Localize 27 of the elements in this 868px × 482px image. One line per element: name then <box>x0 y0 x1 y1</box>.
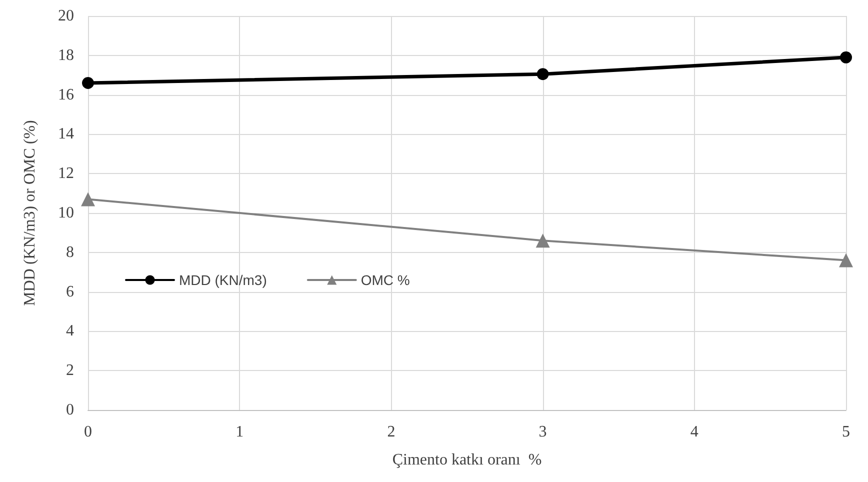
point <box>82 76 94 89</box>
y-tick-label: 16 <box>58 86 74 104</box>
legend-label: OMC % <box>360 272 410 288</box>
y-tick-label: 0 <box>66 402 74 418</box>
y-tick-label: 8 <box>66 244 74 261</box>
point <box>840 51 852 64</box>
x-tick-label: 0 <box>84 424 92 440</box>
point <box>839 253 853 268</box>
x-tick-label: 2 <box>387 424 396 440</box>
y-tick-label: 12 <box>58 165 74 182</box>
y-axis-title: MDD (KN/m3) or OMC (%) <box>22 120 38 306</box>
y-tick-label: 4 <box>66 322 74 340</box>
point <box>536 234 550 248</box>
y-tick-label: 2 <box>66 362 74 380</box>
point <box>81 192 95 206</box>
legend-label: MDD (KN/m3) <box>179 272 267 288</box>
y-tick-label: 18 <box>58 46 74 64</box>
x-tick-label: 1 <box>236 424 244 440</box>
y-tick-label: 20 <box>58 8 74 24</box>
point <box>536 68 549 80</box>
y-tick-label: 14 <box>58 126 74 143</box>
x-axis-title: Çimento katkı oranı % <box>392 452 542 468</box>
y-tick-label: 10 <box>58 204 74 222</box>
x-tick-label: 3 <box>538 424 547 440</box>
y-tick-label: 6 <box>66 283 74 300</box>
x-tick-label: 5 <box>842 424 850 440</box>
x-tick-label: 4 <box>690 424 698 440</box>
